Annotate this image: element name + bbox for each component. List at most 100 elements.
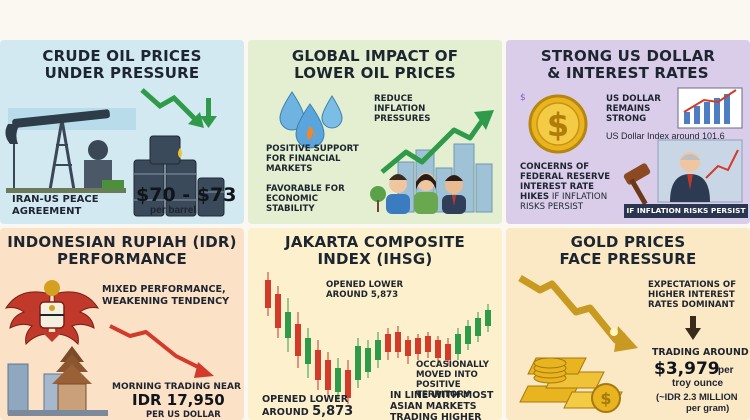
strong-line1: US DOLLAR (606, 94, 661, 104)
expect-line3: RATES DOMINANT (648, 300, 735, 310)
down-trend-arrow-icon (518, 274, 638, 352)
jci-title-line2: INDEX (IHSG) (317, 250, 433, 268)
people-icon (386, 173, 466, 214)
bar-chart-icon (677, 87, 743, 129)
us-dollar-title-line2: & INTEREST RATES (547, 64, 709, 82)
occasional-line4: TERRITORY (416, 390, 470, 400)
gold-title: GOLD PRICES FACE PRESSURE (506, 234, 750, 268)
occasional-line2: MOVED INTO (416, 370, 478, 380)
global-impact-panel: GLOBAL IMPACT OF LOWER OIL PRICES REDUCE… (248, 40, 502, 224)
expect-line2: HIGHER INTEREST (648, 290, 735, 300)
support-line1: POSITIVE SUPPORT (266, 144, 359, 154)
reduce-inflation-label: REDUCE INFLATION PRESSURES (374, 94, 430, 124)
occasional-line1: OCCASIONALLY (416, 360, 489, 370)
jci-opened-value: 5,873 (312, 404, 354, 419)
inflation-line3: PRESSURES (374, 114, 431, 124)
opened-small-line2: AROUND 5,873 (326, 290, 399, 300)
expect-line1: EXPECTATIONS OF (648, 280, 737, 290)
agreement-line1: IRAN-US PEACE (12, 194, 99, 205)
occasional-line3: POSITIVE (416, 380, 461, 390)
gold-price: $3,979 (654, 359, 720, 379)
gold-price-unit: per (718, 365, 734, 376)
gold-title-line2: FACE PRESSURE (559, 250, 697, 268)
asian-line3: TRADING HIGHER (390, 412, 482, 420)
fed-line4-bold: HIKES (520, 192, 550, 202)
rupiah-rate: IDR 17,950 (132, 391, 225, 409)
down-trend-arrow-icon (109, 324, 214, 378)
us-dollar-title: STRONG US DOLLAR & INTEREST RATES (506, 48, 750, 82)
rupiah-rate-unit: PER US DOLLAR (146, 409, 221, 419)
positive-support-label: POSITIVE SUPPORT FOR FINANCIAL MARKETS (266, 144, 359, 174)
asian-line1: IN LINE WITH MOST (390, 390, 494, 401)
oil-price-range: $70 - $73 (136, 184, 237, 206)
gold-price-unit2: troy ounce (672, 378, 724, 389)
svg-text:$: $ (547, 106, 569, 144)
oil-pump-icon (5, 108, 136, 193)
crude-oil-panel: CRUDE OIL PRICES UNDER PRESSURE (0, 40, 244, 224)
crude-oil-title-line1: CRUDE OIL PRICES (42, 47, 202, 65)
stability-line2: ECONOMIC (266, 194, 319, 204)
opened-line2: AROUND 5,873 (262, 404, 354, 419)
asian-line2: ASIAN MARKETS (390, 401, 477, 412)
fed-line3: INTEREST RATE (520, 182, 594, 192)
crude-oil-title: CRUDE OIL PRICES UNDER PRESSURE (0, 48, 244, 82)
opened-line1: OPENED LOWER (262, 394, 349, 405)
crude-oil-title-line2: UNDER PRESSURE (44, 64, 200, 82)
mixed-line1: MIXED PERFORMANCE, (102, 284, 226, 295)
rupiah-title-line1: INDONESIAN RUPIAH (IDR) (7, 233, 237, 251)
opened-lower-label: OPENED LOWER AROUND 5,873 (262, 394, 353, 419)
gold-idr-line2: per gram) (686, 402, 730, 413)
down-arrow-icon (140, 88, 217, 128)
stability-line1: FAVORABLE FOR (266, 184, 345, 194)
agreement-label: IRAN-US PEACE AGREEMENT (12, 194, 99, 218)
strong-line3: STRONG (606, 114, 647, 124)
global-impact-title-line2: LOWER OIL PRICES (294, 64, 456, 82)
infographic-grid: CRUDE OIL PRICES UNDER PRESSURE (0, 40, 750, 420)
inflation-risk-banner: IF INFLATION RISKS PERSIST (624, 204, 748, 218)
jci-panel: JAKARTA COMPOSITE INDEX (IHSG) OPENED LO… (248, 228, 502, 420)
up-trend-arrow-icon (380, 110, 494, 174)
dollar-coin-icon: $ $ (520, 93, 588, 154)
fed-line1: CONCERNS OF (520, 162, 590, 172)
dollar-strong-label: US DOLLAR REMAINS STRONG (606, 94, 661, 124)
fed-line2: FEDERAL RESERVE (520, 172, 611, 182)
fed-line4: HIKES IF INFLATION (520, 192, 610, 202)
rupiah-title: INDONESIAN RUPIAH (IDR) PERFORMANCE (0, 234, 244, 268)
svg-text:$: $ (520, 93, 526, 103)
support-line3: MARKETS (266, 164, 313, 174)
inflation-line1: REDUCE (374, 94, 413, 104)
rupiah-panel: INDONESIAN RUPIAH (IDR) PERFORMANCE MIXE… (0, 228, 244, 420)
trading-around-label: TRADING AROUND (652, 347, 749, 358)
stability-line3: STABILITY (266, 204, 315, 214)
opened-line2-prefix: AROUND (262, 407, 313, 418)
asian-markets-label: IN LINE WITH MOST ASIAN MARKETS TRADING … (390, 390, 493, 420)
oil-drops-icon (279, 91, 343, 149)
global-impact-title-line1: GLOBAL IMPACT OF (291, 47, 459, 65)
mixed-performance-label: MIXED PERFORMANCE, WEAKENING TENDENCY (102, 284, 229, 308)
expectations-label: EXPECTATIONS OF HIGHER INTEREST RATES DO… (648, 280, 736, 310)
gold-coins-icon: $ (533, 357, 621, 413)
us-dollar-title-line1: STRONG US DOLLAR (540, 47, 716, 65)
economic-stability-label: FAVORABLE FOR ECONOMIC STABILITY (266, 184, 345, 214)
banker-portrait-icon (657, 139, 743, 203)
jci-title-line1: JAKARTA COMPOSITE (285, 233, 465, 251)
jci-title: JAKARTA COMPOSITE INDEX (IHSG) (248, 234, 502, 268)
dollar-index-text: US Dollar Index around 101.6 (606, 131, 725, 141)
opened-small-line1: OPENED LOWER (326, 280, 404, 290)
rupiah-title-line2: PERFORMANCE (57, 250, 187, 268)
temple-icon (7, 346, 108, 416)
oil-barrels-icon (133, 135, 225, 217)
inflation-line2: INFLATION (374, 104, 426, 114)
gold-title-line1: GOLD PRICES (570, 233, 686, 251)
strong-line2: REMAINS (606, 104, 651, 114)
mixed-line2: WEAKENING TENDENCY (102, 296, 230, 307)
morning-trading-label: MORNING TRADING NEAR (112, 382, 241, 392)
svg-text:$: $ (600, 389, 611, 408)
gold-idr-line1: (~IDR 2.3 MILLION (656, 391, 738, 402)
support-line2: FOR FINANCIAL (266, 154, 341, 164)
candlestick-chart-icon (265, 272, 491, 404)
fed-concerns-label: CONCERNS OF FEDERAL RESERVE INTEREST RAT… (520, 162, 610, 212)
us-dollar-panel: STRONG US DOLLAR & INTEREST RATES $ $ US… (506, 40, 750, 224)
agreement-line2: AGREEMENT (12, 206, 82, 217)
occasionally-positive-label: OCCASIONALLY MOVED INTO POSITIVE TERRITO… (416, 360, 489, 400)
